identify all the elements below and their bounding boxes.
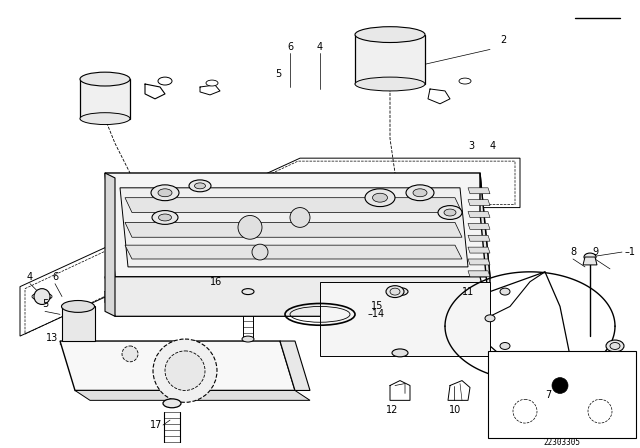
Polygon shape	[468, 271, 490, 277]
Ellipse shape	[242, 289, 254, 295]
Ellipse shape	[372, 193, 387, 202]
Text: 4: 4	[317, 43, 323, 52]
Polygon shape	[468, 224, 490, 229]
Ellipse shape	[242, 336, 254, 342]
Polygon shape	[468, 200, 490, 206]
Ellipse shape	[444, 209, 456, 216]
Text: –1: –1	[625, 247, 636, 257]
Ellipse shape	[206, 80, 218, 86]
Ellipse shape	[152, 211, 178, 224]
Text: 4: 4	[490, 141, 496, 151]
Ellipse shape	[355, 27, 425, 43]
Ellipse shape	[606, 340, 624, 352]
Polygon shape	[125, 198, 462, 212]
Circle shape	[238, 215, 262, 239]
Circle shape	[552, 378, 568, 393]
Polygon shape	[355, 34, 425, 84]
Polygon shape	[60, 341, 295, 391]
Polygon shape	[583, 257, 597, 265]
Ellipse shape	[406, 185, 434, 201]
Ellipse shape	[159, 214, 172, 221]
Polygon shape	[20, 158, 520, 336]
Text: 2: 2	[500, 34, 506, 44]
Circle shape	[122, 346, 138, 362]
Text: 9: 9	[592, 247, 598, 257]
Polygon shape	[125, 222, 462, 237]
Ellipse shape	[80, 72, 130, 86]
Ellipse shape	[390, 288, 400, 295]
Text: 6: 6	[287, 43, 293, 52]
Text: 12: 12	[386, 405, 398, 415]
Polygon shape	[320, 282, 490, 356]
Ellipse shape	[61, 301, 95, 312]
Text: 11: 11	[462, 287, 474, 297]
Text: 8: 8	[570, 247, 576, 257]
Ellipse shape	[438, 206, 462, 220]
Ellipse shape	[189, 180, 211, 192]
Bar	[488, 351, 636, 438]
Polygon shape	[468, 247, 490, 253]
Ellipse shape	[80, 113, 130, 125]
Text: 16: 16	[210, 277, 222, 287]
Circle shape	[153, 339, 217, 402]
Circle shape	[252, 244, 268, 260]
Circle shape	[165, 351, 205, 391]
Polygon shape	[480, 173, 490, 316]
Polygon shape	[468, 235, 490, 241]
Ellipse shape	[605, 356, 625, 366]
Text: 17: 17	[150, 420, 162, 430]
Circle shape	[588, 399, 612, 423]
Ellipse shape	[392, 288, 408, 296]
Text: 10: 10	[449, 405, 461, 415]
Text: 15: 15	[371, 302, 383, 311]
Polygon shape	[105, 173, 115, 316]
Ellipse shape	[610, 343, 620, 349]
Ellipse shape	[459, 78, 471, 84]
Ellipse shape	[195, 183, 205, 189]
Polygon shape	[75, 391, 310, 401]
Ellipse shape	[151, 185, 179, 201]
Text: 3: 3	[468, 141, 474, 151]
Ellipse shape	[584, 253, 596, 261]
Text: 5: 5	[42, 299, 48, 310]
Text: 22303305: 22303305	[543, 438, 580, 447]
Polygon shape	[125, 245, 462, 259]
Polygon shape	[468, 188, 490, 194]
Polygon shape	[80, 79, 130, 119]
Ellipse shape	[158, 189, 172, 197]
Text: 7: 7	[545, 390, 551, 401]
Ellipse shape	[158, 77, 172, 85]
Ellipse shape	[355, 77, 425, 91]
Ellipse shape	[500, 343, 510, 349]
Circle shape	[34, 289, 50, 305]
Polygon shape	[62, 306, 95, 341]
Circle shape	[290, 207, 310, 227]
Ellipse shape	[485, 315, 495, 322]
Circle shape	[513, 399, 537, 423]
Polygon shape	[105, 173, 490, 277]
Ellipse shape	[163, 399, 181, 408]
Text: 13: 13	[45, 333, 58, 343]
Text: –14: –14	[368, 310, 385, 319]
Ellipse shape	[365, 189, 395, 207]
Ellipse shape	[413, 189, 427, 197]
Ellipse shape	[386, 286, 404, 297]
Polygon shape	[105, 277, 490, 316]
Text: 5: 5	[275, 69, 281, 79]
Text: 4: 4	[27, 272, 33, 282]
Ellipse shape	[500, 288, 510, 295]
Polygon shape	[280, 341, 310, 391]
Polygon shape	[120, 188, 468, 267]
Polygon shape	[468, 259, 490, 265]
Text: 6: 6	[52, 272, 58, 282]
Polygon shape	[468, 211, 490, 217]
Ellipse shape	[392, 349, 408, 357]
